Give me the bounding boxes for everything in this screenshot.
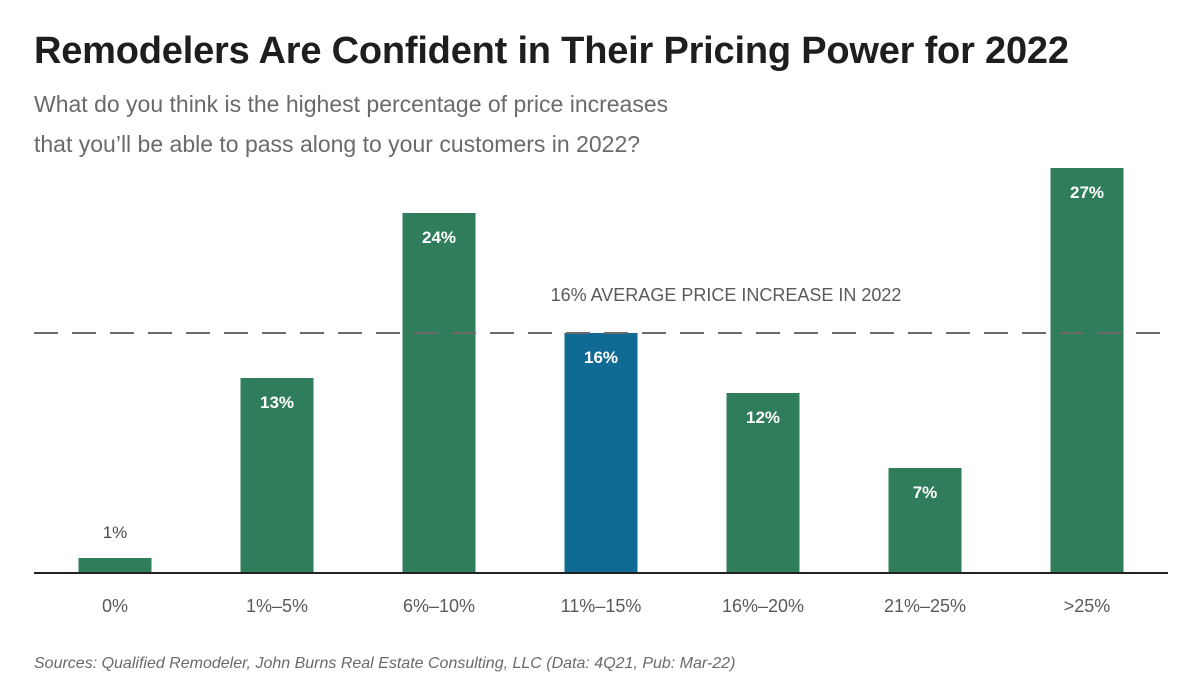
- bar-4: [726, 393, 800, 573]
- value-label-5: 7%: [913, 483, 938, 502]
- source-note: Sources: Qualified Remodeler, John Burns…: [34, 655, 736, 672]
- category-label-2: 6%–10%: [403, 596, 475, 616]
- chart-subtitle-line-2: that you’ll be able to pass along to you…: [34, 131, 641, 157]
- average-reference-label: 16% AVERAGE PRICE INCREASE IN 2022: [551, 285, 902, 305]
- bar-0: [78, 558, 152, 573]
- bar-6: [1050, 168, 1124, 573]
- value-label-0: 1%: [103, 523, 128, 542]
- bar-5: [888, 468, 962, 573]
- value-label-6: 27%: [1070, 183, 1104, 202]
- chart-title: Remodelers Are Confident in Their Pricin…: [34, 30, 1069, 72]
- bar-1: [240, 378, 314, 573]
- value-label-3: 16%: [584, 348, 618, 367]
- value-label-4: 12%: [746, 408, 780, 427]
- category-label-1: 1%–5%: [246, 596, 308, 616]
- category-label-4: 16%–20%: [722, 596, 804, 616]
- bar-3: [564, 333, 638, 573]
- chart-subtitle-line-1: What do you think is the highest percent…: [34, 91, 669, 117]
- category-label-6: >25%: [1064, 596, 1111, 616]
- value-label-1: 13%: [260, 393, 294, 412]
- bar-2: [402, 213, 476, 573]
- value-label-2: 24%: [422, 228, 456, 247]
- category-label-5: 21%–25%: [884, 596, 966, 616]
- category-label-3: 11%–15%: [561, 596, 642, 616]
- category-label-0: 0%: [102, 596, 128, 616]
